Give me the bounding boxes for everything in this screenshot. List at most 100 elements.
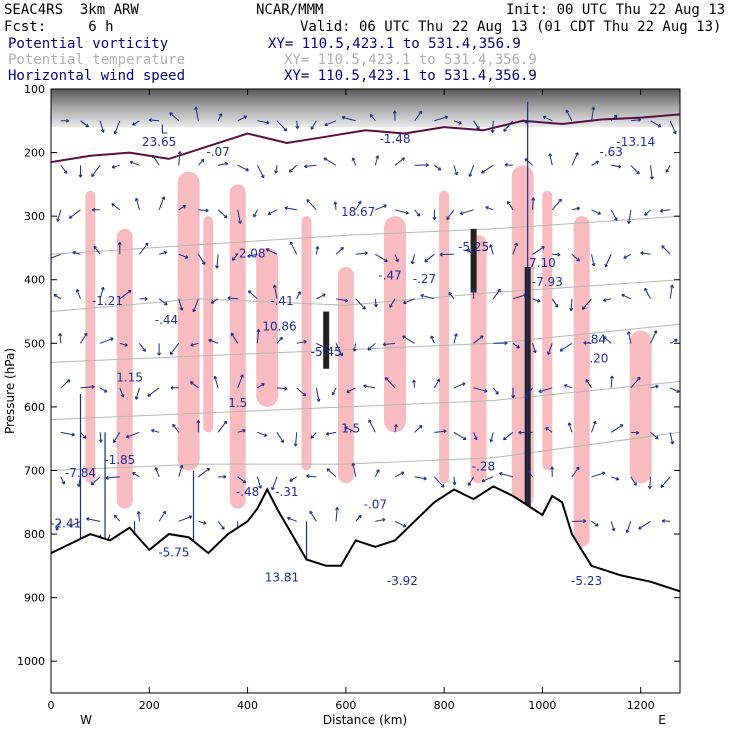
wind-vector (316, 342, 328, 350)
wind-vector-head (635, 430, 640, 435)
wind-vector-head (452, 481, 457, 486)
wind-vector-head (541, 246, 545, 250)
wind-vector-head (511, 394, 516, 399)
contour-label: -5.45 (311, 345, 342, 359)
wind-vector-head (623, 255, 627, 259)
vorticity-patch (629, 330, 652, 484)
contour-label: 7.10 (529, 256, 556, 270)
wind-vector (208, 339, 219, 344)
wind-vector-head (446, 216, 450, 220)
wind-vector (335, 298, 348, 302)
wind-vector (591, 161, 599, 166)
wind-vector-head (91, 207, 95, 212)
contour-label: -7.93 (532, 275, 563, 289)
wind-vector-head (266, 120, 270, 125)
wind-vector (334, 201, 337, 210)
wind-vector (552, 253, 561, 256)
wind-vector (367, 342, 376, 351)
wind-vector-head (344, 426, 348, 430)
wind-vector (466, 249, 474, 255)
wind-vector-head (633, 482, 637, 486)
wind-vector (374, 298, 377, 307)
contour-label: 1.15 (116, 370, 143, 384)
wind-vector (119, 387, 124, 398)
wind-vector-head (444, 115, 449, 120)
wind-vector-head (376, 469, 380, 473)
wind-vector-head (341, 115, 346, 120)
wind-vector-head (177, 151, 182, 155)
wind-vector-head (192, 308, 197, 313)
wind-vector (99, 432, 102, 443)
wind-vector (370, 114, 376, 122)
wind-vector-head (392, 110, 397, 114)
vorticity-patch (116, 228, 133, 509)
wind-vector-head (670, 441, 675, 445)
contour-label: 13.81 (265, 571, 299, 585)
wind-vector (99, 120, 104, 133)
wind-vector (532, 298, 541, 303)
wind-vector (571, 253, 580, 262)
pv-column (470, 228, 477, 293)
wind-vector (424, 253, 435, 263)
wind-vector-head (468, 173, 473, 177)
wind-vector-head (591, 263, 596, 267)
wind-vector (111, 203, 121, 211)
wind-vector (402, 335, 415, 344)
wind-vector-head (440, 484, 445, 488)
wind-vector-head (649, 176, 654, 180)
wind-vector (69, 520, 81, 528)
wind-vector (294, 432, 298, 447)
wind-vector-head (56, 218, 61, 222)
wind-vector (355, 298, 366, 310)
wind-vector (76, 289, 81, 299)
wind-vector-head (416, 213, 421, 217)
wind-vector-head (644, 287, 648, 292)
wind-vector (113, 432, 121, 443)
wind-vector-head (55, 527, 60, 531)
y-tick-label: 900 (24, 592, 45, 605)
wind-vector-head (425, 163, 429, 168)
wind-vector-head (613, 114, 618, 119)
wind-vector-head (91, 173, 95, 177)
vorticity-patch (177, 171, 200, 471)
wind-vector (414, 209, 420, 217)
wind-vector-head (148, 118, 153, 123)
wind-vector-head (144, 296, 148, 301)
wind-vector (91, 164, 101, 177)
wind-vector (549, 153, 553, 166)
wind-vector-head (127, 289, 132, 294)
x-tick-label: 1000 (528, 699, 556, 712)
wind-vector-head (297, 291, 301, 295)
wind-vector (237, 476, 247, 484)
wind-vector-head (93, 245, 98, 250)
wind-vector (585, 379, 592, 389)
wind-vector-head (201, 261, 206, 265)
wind-vector (382, 342, 396, 346)
x-tick-label: 0 (48, 699, 55, 712)
contour-label: -1.48 (379, 132, 410, 146)
wind-vector (178, 515, 193, 522)
wind-vector (211, 298, 219, 304)
wind-vector-head (245, 167, 249, 172)
wind-vector-head (85, 123, 89, 128)
wind-vector-head (333, 201, 338, 205)
wind-vector (147, 387, 160, 397)
wind-vector (93, 246, 101, 255)
header-init: Init: 00 UTC Thu 22 Aug 13 (506, 2, 726, 18)
contour-label: 23.65 (142, 135, 176, 149)
wind-vector-head (111, 203, 115, 207)
wind-vector-head (430, 335, 434, 339)
contour-label: -7.84 (65, 466, 96, 480)
wind-vector (289, 241, 298, 255)
wind-vector-head (358, 514, 362, 519)
wind-vector-head (188, 515, 193, 519)
wind-vector-head (288, 169, 293, 173)
wind-vector (135, 387, 140, 400)
wind-vector (414, 110, 423, 122)
wind-vector (403, 298, 415, 304)
y-tick-label: 600 (24, 401, 45, 414)
wind-vector (158, 251, 167, 255)
wind-vector (512, 294, 527, 300)
wind-vector-head (205, 208, 209, 213)
wind-vector (237, 164, 249, 172)
